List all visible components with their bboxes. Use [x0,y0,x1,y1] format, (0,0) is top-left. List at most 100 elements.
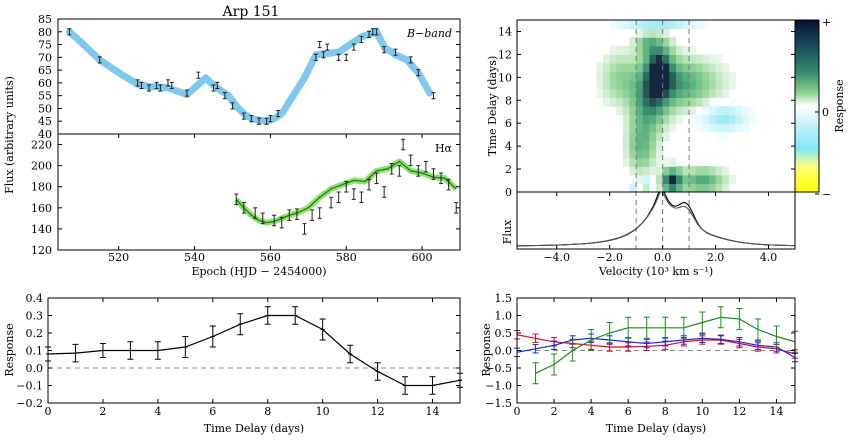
response-map-cell [642,174,650,184]
response-total-ytick-label: 0.0 [26,362,44,375]
line-profile-panel: −4.0 −2.0 0.0 2.0 4.0 Velocity (10³ km s⁻¹) … [501,191,796,278]
response-map-cell [709,123,717,133]
line-profile-curves [517,192,795,247]
response-map-cell [622,106,631,116]
response-map-cell [695,183,703,192]
response-map-cell [609,80,617,90]
response-bins-ytick-label: −1.5 [485,397,512,410]
response-map-cell [656,183,664,192]
response-map-cell [675,45,684,55]
response-map-cell [629,97,637,107]
response-map-cell [702,97,710,107]
response-map-cell [682,106,690,116]
response-map-cell [715,88,723,98]
response-total-xtick-label: 8 [264,405,271,418]
response-map-cell [722,114,730,124]
response-map-cell [695,54,703,64]
colorbar [794,19,820,193]
response-map-cell [669,123,677,133]
response-map-cell [629,123,637,133]
response-map-cell [709,174,717,184]
halpha-xtick-label: 520 [108,251,129,264]
response-map-cell [748,106,756,116]
response-map-cell [742,114,750,124]
response-map-cell [695,63,703,73]
response-map-cell [689,45,697,55]
halpha-xtick-label: 600 [412,251,433,264]
bband-ytick-label: 45 [38,115,52,128]
bband-ytick-label: 75 [38,39,52,52]
response-map-cell [689,106,697,116]
response-total-ytick-label: 0.4 [26,292,44,305]
response-map-ytick-label: 8 [505,94,512,107]
response-map-cell [609,20,617,30]
response-map-cell [629,183,637,192]
response-map-cell [669,20,677,30]
response-total-ytick-label: 0.3 [26,310,44,323]
response-map-cell [616,20,624,30]
response-map-cell [722,63,730,73]
response-map-cell [728,114,736,124]
response-map-cell [669,166,677,176]
bband-ytick-label: 50 [38,102,52,115]
response-map-cell [629,106,637,116]
response-map-cell [622,45,631,55]
response-map-cell [689,54,697,64]
response-map-cell [669,114,677,124]
response-map-cell [649,114,657,124]
response-map-cell [709,183,717,192]
response-map-cell [649,149,657,159]
response-map-cell [675,183,684,192]
response-map-cell [695,20,703,30]
response-map-cell [689,88,697,98]
response-map-cell [675,166,684,176]
response-map-cell [596,71,604,81]
response-map-cell [715,80,723,90]
response-total-ylabel: Response [3,323,16,376]
bband-ytick-label: 60 [38,77,52,90]
response-map-cell [656,140,664,150]
response-map-cell [649,54,657,64]
response-map-cell [649,166,657,176]
response-map-cell [616,54,624,64]
response-map-cell [715,114,723,124]
response-map-cell [636,140,644,150]
response-map-cell [662,45,670,55]
response-map-cell [709,114,717,124]
flux-ylabel: Flux (arbitrary units) [3,76,16,194]
response-map-cell [649,140,657,150]
response-map-cell [656,45,664,55]
response-map-cell [669,54,677,64]
response-map-cell [682,63,690,73]
response-map-ytick-label: 10 [498,71,512,84]
response-map-cell [728,174,736,184]
response-bins-ytick-label: −1.0 [485,380,512,393]
response-map-cell [715,131,723,141]
response-map-cell [662,97,670,107]
response-map-cell [656,80,664,90]
response-map-cell [662,54,670,64]
response-map-cell [669,88,677,98]
response-map-cell [603,88,611,98]
halpha-xtick-label: 560 [260,251,281,264]
response-map-cell [695,114,703,124]
response-map-cell [636,106,644,116]
response-map-cell [728,97,736,107]
response-map-cell [642,157,650,167]
response-map-cell [709,54,717,64]
response-map-cell [622,149,631,159]
response-total-xtick-label: 12 [371,405,385,418]
response-map-cell [636,131,644,141]
response-map-cell [675,80,684,90]
response-map-cell [709,106,717,116]
response-bins-xtick-label: 0 [514,405,521,418]
response-map-cell [636,88,644,98]
response-map-cell [669,37,677,47]
bband-ytick-label: 55 [38,90,52,103]
response-map-cell [742,123,750,133]
response-total-ytick-label: −0.2 [16,397,43,410]
response-map-cell [636,54,644,64]
response-map-cell [722,88,730,98]
response-bins-xticks: 0 2 4 6 8 10 12 14 [514,298,783,418]
response-map-cell [662,20,670,30]
